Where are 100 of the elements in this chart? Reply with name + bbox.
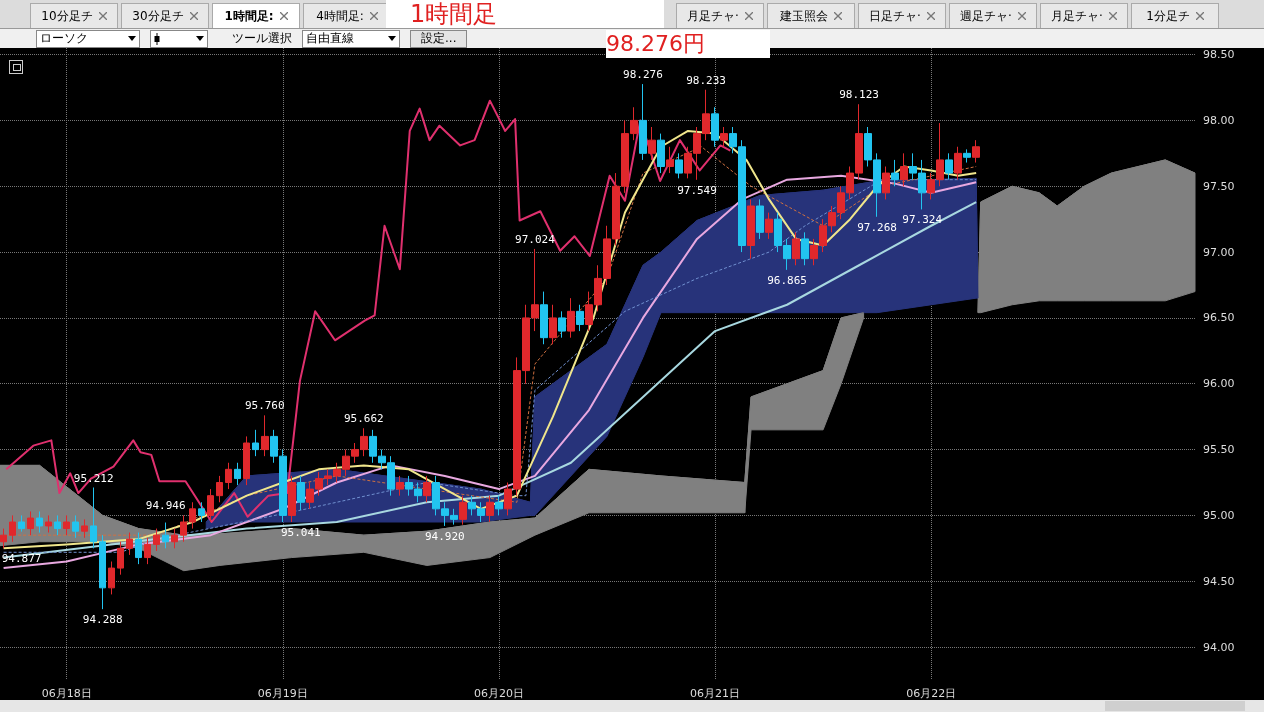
y-tick-label: 94.00 (1203, 640, 1235, 654)
candlestick (171, 528, 178, 549)
x-tick-label: 06月21日 (690, 687, 741, 700)
annotation: 98.233 (686, 73, 726, 87)
y-tick-label: 96.50 (1203, 311, 1235, 325)
candlestick (234, 462, 241, 486)
button: 設定... (410, 29, 468, 48)
candlestick (711, 106, 719, 148)
annotation: 98.276 (623, 68, 663, 82)
y-tick-label: 98.00 (1203, 113, 1235, 127)
candlestick (261, 414, 269, 457)
candlestick (45, 514, 52, 534)
candlestick (9, 514, 16, 543)
annotation: 96.865 (767, 273, 807, 287)
y-tick-label: 97.00 (1203, 245, 1235, 259)
x-tick-label: 06月20日 (473, 687, 524, 700)
y-tick-label: 98.50 (1203, 48, 1235, 62)
candlestick (117, 541, 124, 576)
candlestick (459, 495, 467, 526)
x-tick-label: 06月19日 (257, 687, 308, 700)
candlestick (180, 514, 187, 543)
tab: 建玉照会 (767, 3, 855, 28)
candlestick (666, 146, 674, 174)
tab: 月足チャ· (676, 3, 764, 28)
candlestick (126, 532, 133, 556)
candlestick (972, 139, 980, 164)
candlestick (252, 429, 259, 457)
candlestick (567, 297, 575, 339)
candlestick (198, 501, 205, 523)
candlestick (747, 198, 755, 260)
candlestick (90, 487, 97, 549)
annotation: 94.877 (1, 552, 42, 566)
x-tick-label: 06月18日 (41, 687, 92, 700)
y-tick-label: 95.00 (1203, 508, 1235, 522)
candlestick (297, 475, 305, 511)
candlestick (72, 514, 79, 539)
annotation: 95.760 (244, 399, 285, 413)
chart-subtitle: 98.276円 (606, 30, 770, 58)
candlestick (27, 510, 34, 536)
candlestick (153, 528, 160, 552)
candlestick (882, 166, 890, 200)
candlestick (900, 152, 908, 187)
candlestick (648, 126, 656, 161)
dropdown-field: ローソク (36, 29, 140, 48)
annotation: 97.324 (902, 213, 943, 227)
tab: 日足チャ· (858, 3, 946, 28)
candlestick (558, 310, 566, 339)
y-tick-label: 94.50 (1203, 574, 1235, 588)
y-tick-label: 96.00 (1203, 377, 1235, 391)
candlestick (576, 304, 584, 332)
candlestick (99, 534, 106, 610)
candlestick (720, 126, 728, 148)
candlestick (189, 501, 196, 530)
candlestick (81, 518, 88, 539)
annotation: 97.024 (515, 232, 556, 246)
y-tick-label: 97.50 (1203, 179, 1235, 193)
candlestick (891, 159, 899, 187)
candlestick (288, 475, 296, 523)
tab: 10分足チ (30, 3, 118, 28)
candlestick (36, 510, 43, 534)
candlestick (108, 561, 115, 595)
tab: 週足チャ· (949, 3, 1037, 28)
candlestick (225, 462, 232, 490)
candlestick (144, 537, 151, 565)
candlestick (486, 495, 494, 523)
candlestick (549, 304, 557, 345)
annotation: 94.946 (145, 499, 186, 513)
y-tick-label: 95.50 (1203, 443, 1235, 457)
candlestick (207, 488, 214, 523)
candlestick (495, 495, 503, 516)
annotation: 94.288 (82, 613, 123, 627)
candlestick (396, 475, 404, 497)
x-tick-label: 06月22日 (906, 687, 957, 700)
candlestick (423, 475, 431, 503)
candlestick (18, 514, 25, 533)
annotation: 97.268 (857, 220, 897, 234)
candlestick (792, 231, 800, 266)
tab: 1時間足: (212, 3, 300, 28)
dropdown-field: 自由直線 (302, 29, 400, 48)
text: ツール選択 (232, 30, 292, 47)
candlestick (945, 152, 953, 181)
candlestick (540, 291, 548, 345)
candlestick (963, 148, 971, 164)
candlestick (756, 198, 764, 240)
chart-title: 1時間足 (386, 0, 664, 28)
tab: 30分足チ (121, 3, 209, 28)
candlestick (63, 514, 70, 536)
annotation: 97.549 (677, 183, 717, 197)
annotation: 95.662 (343, 412, 384, 426)
candlestick (639, 83, 647, 161)
annotation: 94.920 (424, 529, 465, 543)
candlestick (675, 152, 683, 179)
candlestick (162, 522, 169, 549)
candlestick (216, 475, 223, 503)
candlestick (657, 133, 665, 174)
candlestick (0, 528, 7, 549)
candlestick (765, 212, 773, 240)
candlestick (801, 231, 809, 266)
tab: 1分足チ (1131, 3, 1219, 28)
annotation: 98.123 (839, 88, 879, 102)
